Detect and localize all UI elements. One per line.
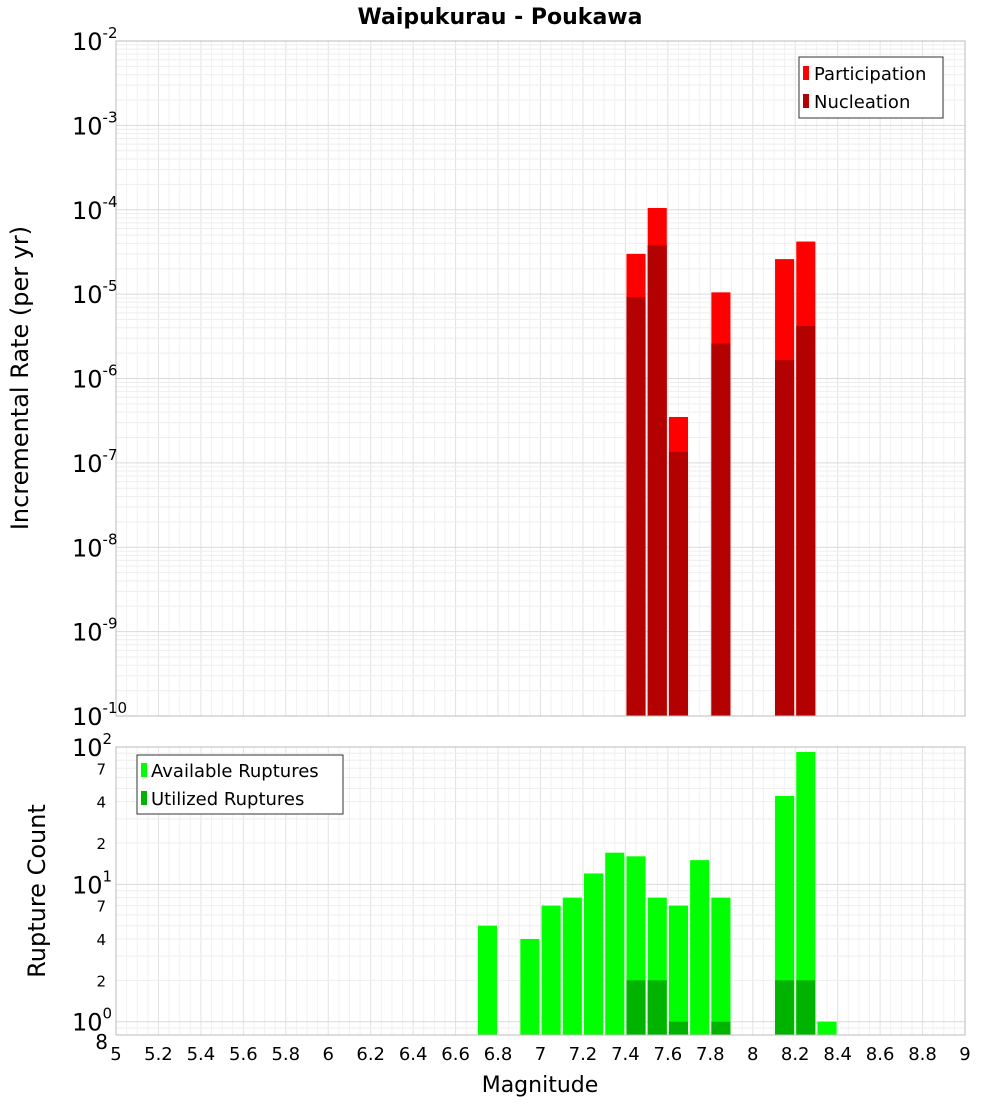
top-legend: Participation Nucleation [798,56,944,119]
nucleation-bar [711,343,731,716]
available-ruptures-bar [668,905,689,1035]
x-tick-label: 7.4 [611,1044,640,1065]
top-y-tick-label: 10-4 [72,193,118,225]
legend-swatch-participation [803,66,809,80]
x-tick-label: 5.4 [187,1044,216,1065]
x-tick-label: 6 [323,1044,334,1065]
available-ruptures-bar [690,860,710,1035]
bottom-y-tick-label: 101 [72,867,112,899]
bottom-y-minor-tick-label: 4 [96,931,106,949]
legend-swatch-nucleation [803,94,809,108]
bottom-y-minor-tick-label: 4 [96,794,106,812]
top-y-tick-label: 10-5 [72,277,118,309]
legend-swatch-utilized [141,791,147,805]
utilized-ruptures-bar [775,980,795,1035]
legend-swatch-available [141,763,147,777]
available-ruptures-bar [541,905,561,1035]
available-ruptures-bar [605,852,625,1035]
legend-label-participation: Participation [814,64,926,85]
x-tick-label: 5.2 [144,1044,173,1065]
available-ruptures-bar [477,925,497,1035]
top-y-tick-label: 10-10 [72,699,127,731]
x-tick-label: 6.2 [356,1044,385,1065]
bottom-y-minor-tick-label: 8 [95,1030,108,1054]
x-tick-label: 5.8 [271,1044,300,1065]
utilized-ruptures-bar [796,980,816,1035]
available-ruptures-bar [796,751,816,1035]
top-y-tick-label: 10-7 [72,446,118,478]
bottom-y-minor-tick-label: 7 [96,760,106,778]
available-ruptures-bar [775,795,795,1035]
nucleation-bar [668,451,689,716]
top-y-tick-label: 10-9 [72,615,118,647]
x-tick-label: 8.2 [781,1044,810,1065]
x-tick-label: 6.8 [484,1044,513,1065]
x-axis-title: Magnitude [482,1073,599,1098]
nucleation-bar [775,360,795,716]
top-plot-border [115,40,966,717]
x-tick-label: 6.4 [399,1044,428,1065]
utilized-ruptures-bar [711,1021,731,1035]
bottom-y-axis-title: Rupture Count [23,804,51,978]
bottom-y-tick-label: 102 [72,730,112,762]
utilized-ruptures-bar [626,980,646,1035]
top-y-tick-label: 10-3 [72,108,118,140]
utilized-ruptures-bar [668,1021,689,1035]
legend-label-nucleation: Nucleation [814,92,910,113]
bottom-y-minor-tick-label: 2 [96,972,106,990]
nucleation-bar [626,297,646,716]
x-tick-label: 9 [959,1044,970,1065]
legend-label-available: Available Ruptures [151,761,319,782]
available-ruptures-bar [584,873,604,1035]
x-tick-label: 7.8 [696,1044,725,1065]
x-tick-label: 8.8 [908,1044,937,1065]
top-y-tick-label: 10-2 [72,24,118,56]
top-y-tick-label: 10-6 [72,362,118,394]
nucleation-bar [796,325,816,716]
available-ruptures-bar [520,939,540,1035]
x-tick-label: 5 [110,1044,121,1065]
legend-label-utilized: Utilized Ruptures [151,789,304,810]
x-tick-label: 8 [747,1044,758,1065]
bottom-y-tick-label: 100 [72,1005,112,1037]
top-y-tick-label: 10-8 [72,530,118,562]
x-tick-label: 7.2 [569,1044,598,1065]
chart-title: Waipukurau - Poukawa [358,5,643,30]
bottom-y-minor-tick-label: 7 [96,898,106,916]
top-plot-area [115,40,966,717]
x-tick-label: 5.6 [229,1044,258,1065]
available-ruptures-bar [817,1021,837,1035]
x-tick-label: 8.4 [823,1044,852,1065]
x-tick-label: 7.6 [654,1044,683,1065]
available-ruptures-bar [711,897,731,1035]
x-tick-label: 7 [535,1044,546,1065]
available-ruptures-bar [562,897,582,1035]
utilized-ruptures-bar [647,980,667,1035]
bottom-y-minor-tick-label: 2 [96,835,106,853]
x-tick-label: 6.6 [441,1044,470,1065]
top-y-axis-title: Incremental Rate (per yr) [6,226,34,530]
x-tick-label: 8.6 [866,1044,895,1065]
nucleation-bar [647,245,667,717]
bottom-plot-border [115,746,966,1036]
bottom-legend: Available Ruptures Utilized Ruptures [136,754,344,815]
